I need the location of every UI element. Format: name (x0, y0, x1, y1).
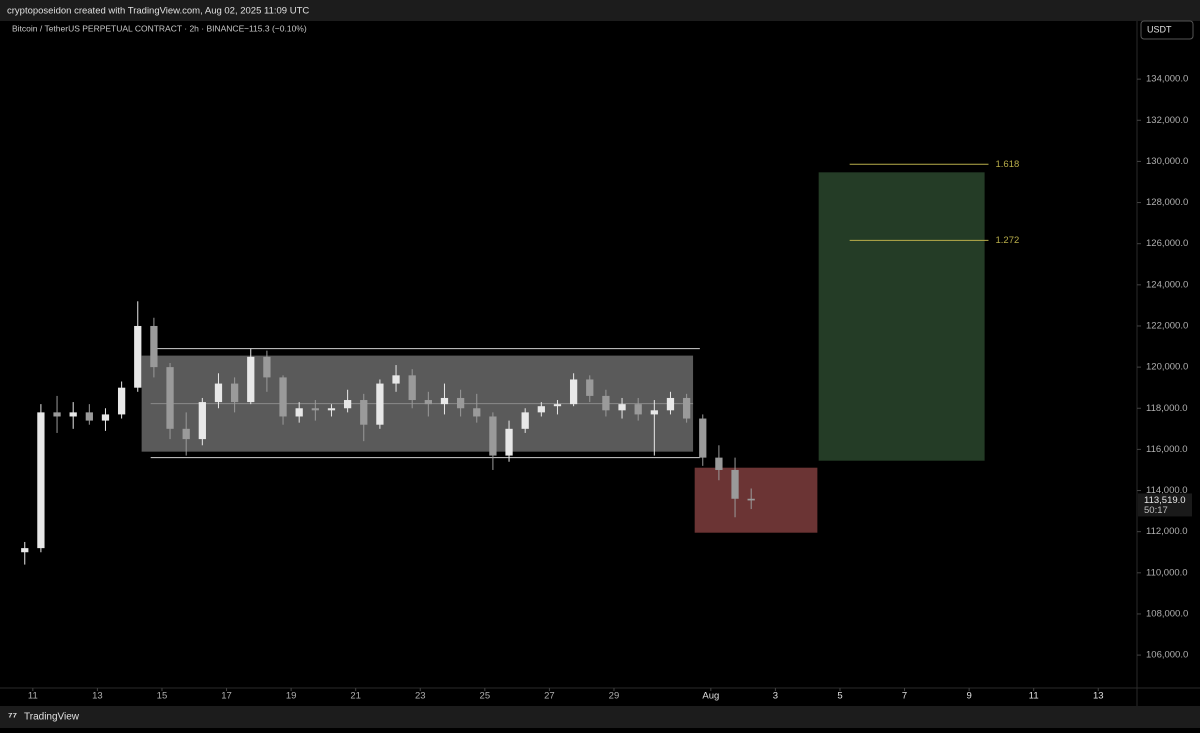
candle-body (327, 408, 336, 411)
candle-body (473, 408, 481, 417)
candle-body (489, 416, 497, 456)
x-tick-label: 13 (1093, 691, 1104, 702)
candle-body (134, 325, 142, 388)
candle-body (117, 387, 126, 415)
y-tick-label: 112,000.0 (1146, 526, 1188, 537)
candle-body (343, 400, 352, 409)
candle-body (602, 395, 610, 411)
candle-body (456, 397, 465, 409)
footer-text: TradingView (24, 712, 80, 723)
currency: USDT (1147, 24, 1172, 34)
candle-body (101, 414, 110, 421)
candle-body (569, 379, 578, 405)
y-tick-label: 134,000.0 (1146, 74, 1188, 85)
candle-body (634, 404, 642, 415)
candle-body (279, 377, 287, 417)
candle-body (618, 404, 626, 411)
candle-body (311, 408, 319, 411)
price-tag (1138, 493, 1192, 517)
footer-bar (0, 706, 1200, 728)
y-tick-label: 120,000.0 (1146, 362, 1188, 373)
candle-body (650, 410, 658, 415)
symbol: Bitcoin / TetherUS PERPETUAL CONTRACT · … (12, 23, 245, 33)
candle-body (198, 402, 206, 440)
candle-body (295, 408, 303, 417)
candle-body (715, 457, 723, 470)
fib-label: 1.618 (995, 159, 1019, 170)
x-tick-label: 15 (157, 691, 168, 702)
candle-body (440, 397, 449, 405)
candle-body (21, 548, 29, 553)
y-tick-label: 108,000.0 (1146, 608, 1188, 619)
x-tick-label: 11 (28, 691, 38, 702)
countdown: 50:17 (1144, 505, 1168, 516)
x-tick-label: 25 (480, 691, 491, 702)
candle-body (166, 367, 174, 429)
x-tick-label: 19 (286, 691, 297, 702)
y-tick-label: 114,000.0 (1146, 485, 1188, 496)
y-tick-label: 110,000.0 (1146, 567, 1188, 578)
y-tick-label: 118,000.0 (1146, 403, 1188, 414)
candle-body (392, 375, 400, 384)
y-tick-label: 124,000.0 (1146, 279, 1188, 290)
x-tick-label: 29 (609, 691, 620, 702)
x-tick-label: 5 (837, 691, 842, 702)
candle-body (263, 356, 271, 378)
x-tick-label: 3 (773, 691, 778, 702)
x-tick-label: 11 (1029, 691, 1039, 702)
candle-body (537, 406, 545, 413)
y-tick-label: 116,000.0 (1146, 444, 1188, 455)
stop-box (694, 467, 818, 533)
candle-body (360, 400, 368, 425)
candle-body (247, 356, 255, 403)
candle-body (376, 383, 384, 425)
candle-body (85, 412, 93, 421)
candle-body (731, 469, 739, 499)
candle-body (182, 428, 190, 440)
candle-body (408, 375, 416, 401)
candle-body (553, 404, 562, 407)
x-tick-label: 17 (221, 691, 232, 702)
candle-body (747, 498, 755, 501)
candle-body (521, 412, 529, 429)
candle-body (53, 412, 61, 417)
x-tick-label: 7 (902, 691, 907, 702)
x-tick-label: 9 (966, 691, 971, 702)
candle-body (586, 379, 594, 396)
y-tick-label: 132,000.0 (1146, 115, 1188, 126)
y-tick-label: 106,000.0 (1146, 650, 1188, 661)
candle-body (37, 412, 45, 549)
candle-body (150, 325, 158, 368)
x-tick-label: 27 (544, 691, 555, 702)
last-price: 113,519.0 (1144, 495, 1186, 506)
candle-body (666, 397, 675, 411)
candle-body (505, 428, 513, 456)
y-tick-label: 126,000.0 (1146, 238, 1188, 249)
fib-label: 1.272 (995, 235, 1019, 246)
currency-box (1140, 20, 1194, 40)
candle-body (214, 383, 223, 403)
x-tick-label: 21 (350, 691, 361, 702)
candle-body (230, 383, 239, 403)
footer-logo: ⁷⁷ (8, 711, 18, 723)
x-tick-label: 23 (415, 691, 426, 702)
candle-body (424, 400, 432, 405)
target-box (818, 172, 985, 461)
change: −115.3 (−0.10%) (244, 23, 307, 33)
header-bar (0, 0, 1200, 21)
candle-body (69, 412, 77, 417)
x-tick-label: Aug (702, 691, 719, 702)
candle-body (699, 418, 707, 458)
x-tick-label: 13 (92, 691, 103, 702)
y-tick-label: 122,000.0 (1146, 320, 1188, 331)
candle-body (682, 397, 691, 419)
header-text: cryptoposeidon created with TradingView.… (7, 6, 309, 17)
y-tick-label: 130,000.0 (1146, 156, 1188, 167)
y-tick-label: 128,000.0 (1146, 197, 1188, 208)
